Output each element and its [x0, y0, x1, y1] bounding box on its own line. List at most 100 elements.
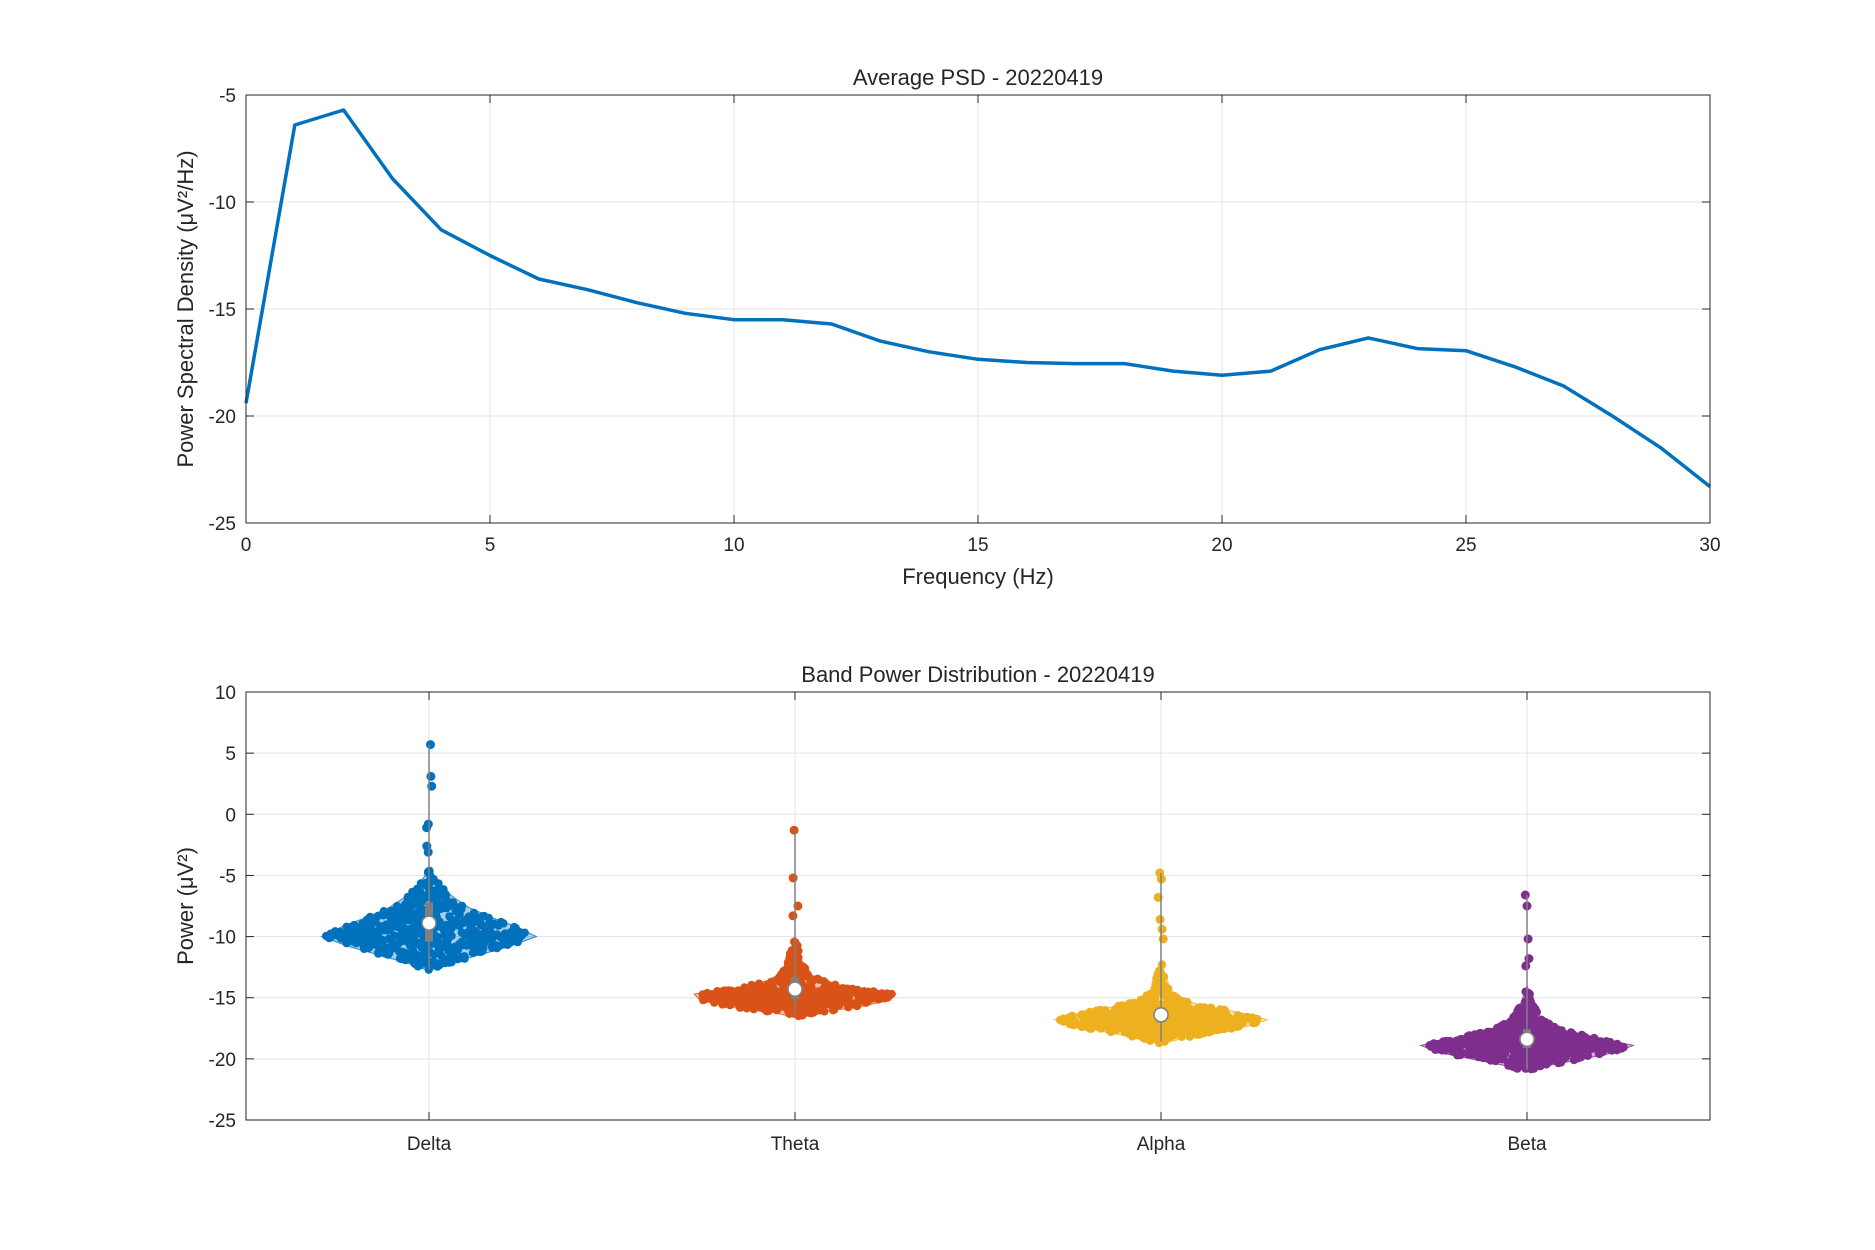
violin-data-point	[1438, 1044, 1447, 1054]
violin-data-point	[349, 920, 359, 930]
violin-data-point	[783, 958, 793, 967]
violin-data-point	[1142, 1026, 1151, 1036]
violin-data-point	[365, 912, 375, 922]
violin-data-point	[503, 940, 512, 949]
violin-data-point	[880, 994, 889, 1003]
violin-data-point	[418, 897, 427, 906]
violin-data-point	[439, 939, 448, 948]
violin-data-point	[486, 918, 495, 927]
violin-data-point	[845, 985, 855, 994]
psd-x-tick-label: 0	[241, 535, 252, 556]
violin-data-point	[342, 922, 351, 931]
violin-data-point	[373, 928, 382, 937]
violin-data-point	[358, 919, 367, 928]
violin-data-point	[437, 951, 446, 961]
violin-data-point	[829, 989, 839, 999]
violin-data-point	[1093, 1009, 1103, 1018]
violin-data-point	[851, 1001, 861, 1010]
violin-data-point	[484, 932, 493, 941]
violin-data-point	[448, 922, 457, 931]
violin-data-point	[781, 1003, 791, 1012]
violin-data-point	[1164, 1032, 1173, 1041]
violin-delta	[320, 740, 538, 974]
violin-outlier-point	[1157, 924, 1167, 934]
violin-data-point	[859, 995, 868, 1004]
violin-data-point	[1132, 1001, 1141, 1010]
psd-x-tick-label: 5	[485, 535, 496, 556]
violin-data-point	[1123, 1021, 1133, 1030]
violin-data-point	[1200, 1028, 1210, 1037]
violin-data-point	[1588, 1044, 1597, 1053]
violin-y-tick-label: -10	[209, 928, 236, 949]
violin-data-point	[735, 1003, 745, 1012]
psd-grid	[246, 95, 1710, 523]
violin-data-point	[1155, 971, 1164, 980]
violin-title: Band Power Distribution - 20220419	[801, 662, 1154, 687]
psd-ticks: 0 5 10 15 20 25 30 -25 -20 -15 -10 -5	[209, 86, 1721, 556]
violin-data-point	[814, 975, 824, 984]
violin-data-point	[806, 994, 816, 1003]
violin-data-point	[326, 933, 335, 942]
psd-y-tick-label: -15	[209, 300, 236, 321]
violin-data-point	[364, 943, 374, 952]
violin-beta	[1418, 890, 1636, 1074]
violin-data-point	[1512, 1059, 1522, 1069]
violin-data-point	[444, 899, 453, 908]
violin-data-point	[441, 890, 450, 899]
violin-data-point	[375, 944, 384, 953]
violin-outlier-point	[1158, 934, 1168, 944]
violin-y-tick-label: 0	[225, 805, 236, 826]
violin-data-point	[507, 927, 516, 936]
psd-x-tick-label: 30	[1699, 535, 1720, 556]
violin-data-point	[420, 881, 430, 890]
violin-data-point	[821, 983, 830, 992]
psd-x-tick-label: 10	[723, 535, 744, 556]
violin-median-marker	[787, 981, 803, 997]
violin-data-point	[440, 958, 450, 968]
violin-data-point	[1539, 1029, 1548, 1038]
violin-data-point	[453, 954, 462, 964]
violin-data-point	[1529, 1012, 1539, 1021]
violin-data-point	[1468, 1034, 1477, 1044]
violin-data-point	[1537, 1054, 1547, 1064]
violin-data-point	[1486, 1029, 1495, 1039]
violin-data-point	[810, 1001, 819, 1010]
violin-data-point	[1107, 1010, 1116, 1020]
violin-data-point	[755, 1000, 764, 1009]
violin-data-point	[410, 887, 419, 897]
violin-data-point	[458, 941, 468, 950]
violin-data-point	[423, 948, 432, 958]
violin-data-point	[1111, 1026, 1120, 1035]
violin-category-label: Beta	[1507, 1134, 1547, 1155]
violin-data-point	[365, 933, 375, 943]
violin-outlier-point	[789, 825, 799, 835]
psd-chart: 0 5 10 15 20 25 30 -25 -20 -15 -10 -5 Average PSD -…	[173, 65, 1721, 589]
violin-data-point	[1181, 1021, 1191, 1031]
violin-data-point	[1475, 1029, 1484, 1038]
violin-data-point	[1439, 1037, 1448, 1046]
psd-x-tick-label: 15	[967, 535, 988, 556]
violin-data-point	[412, 908, 422, 917]
violin-data-point	[1470, 1044, 1480, 1053]
violin-data-point	[1537, 1015, 1546, 1024]
violin-median-marker	[1519, 1031, 1535, 1048]
violin-data-point	[798, 970, 807, 980]
violin-data-point	[755, 979, 764, 989]
violin-data-point	[1556, 1027, 1566, 1037]
violin-data-point	[512, 933, 521, 942]
violin-data-point	[820, 1007, 829, 1016]
violin-data-point	[471, 912, 481, 921]
violin-data-point	[385, 925, 394, 934]
violin-data-point	[1081, 1011, 1090, 1020]
violin-data-point	[447, 958, 456, 967]
psd-x-axis-label: Frequency (Hz)	[902, 564, 1054, 589]
violin-data-point	[1077, 1022, 1086, 1032]
violin-y-tick-label: 10	[215, 683, 236, 704]
violin-data-point	[1512, 1014, 1521, 1023]
violin-data-point	[1056, 1015, 1065, 1025]
violin-data-point	[1219, 1005, 1228, 1014]
psd-x-tick-label: 25	[1455, 535, 1476, 556]
violin-data-point	[1426, 1042, 1436, 1052]
psd-y-tick-label: -5	[219, 86, 236, 107]
violin-data-point	[1571, 1052, 1580, 1062]
